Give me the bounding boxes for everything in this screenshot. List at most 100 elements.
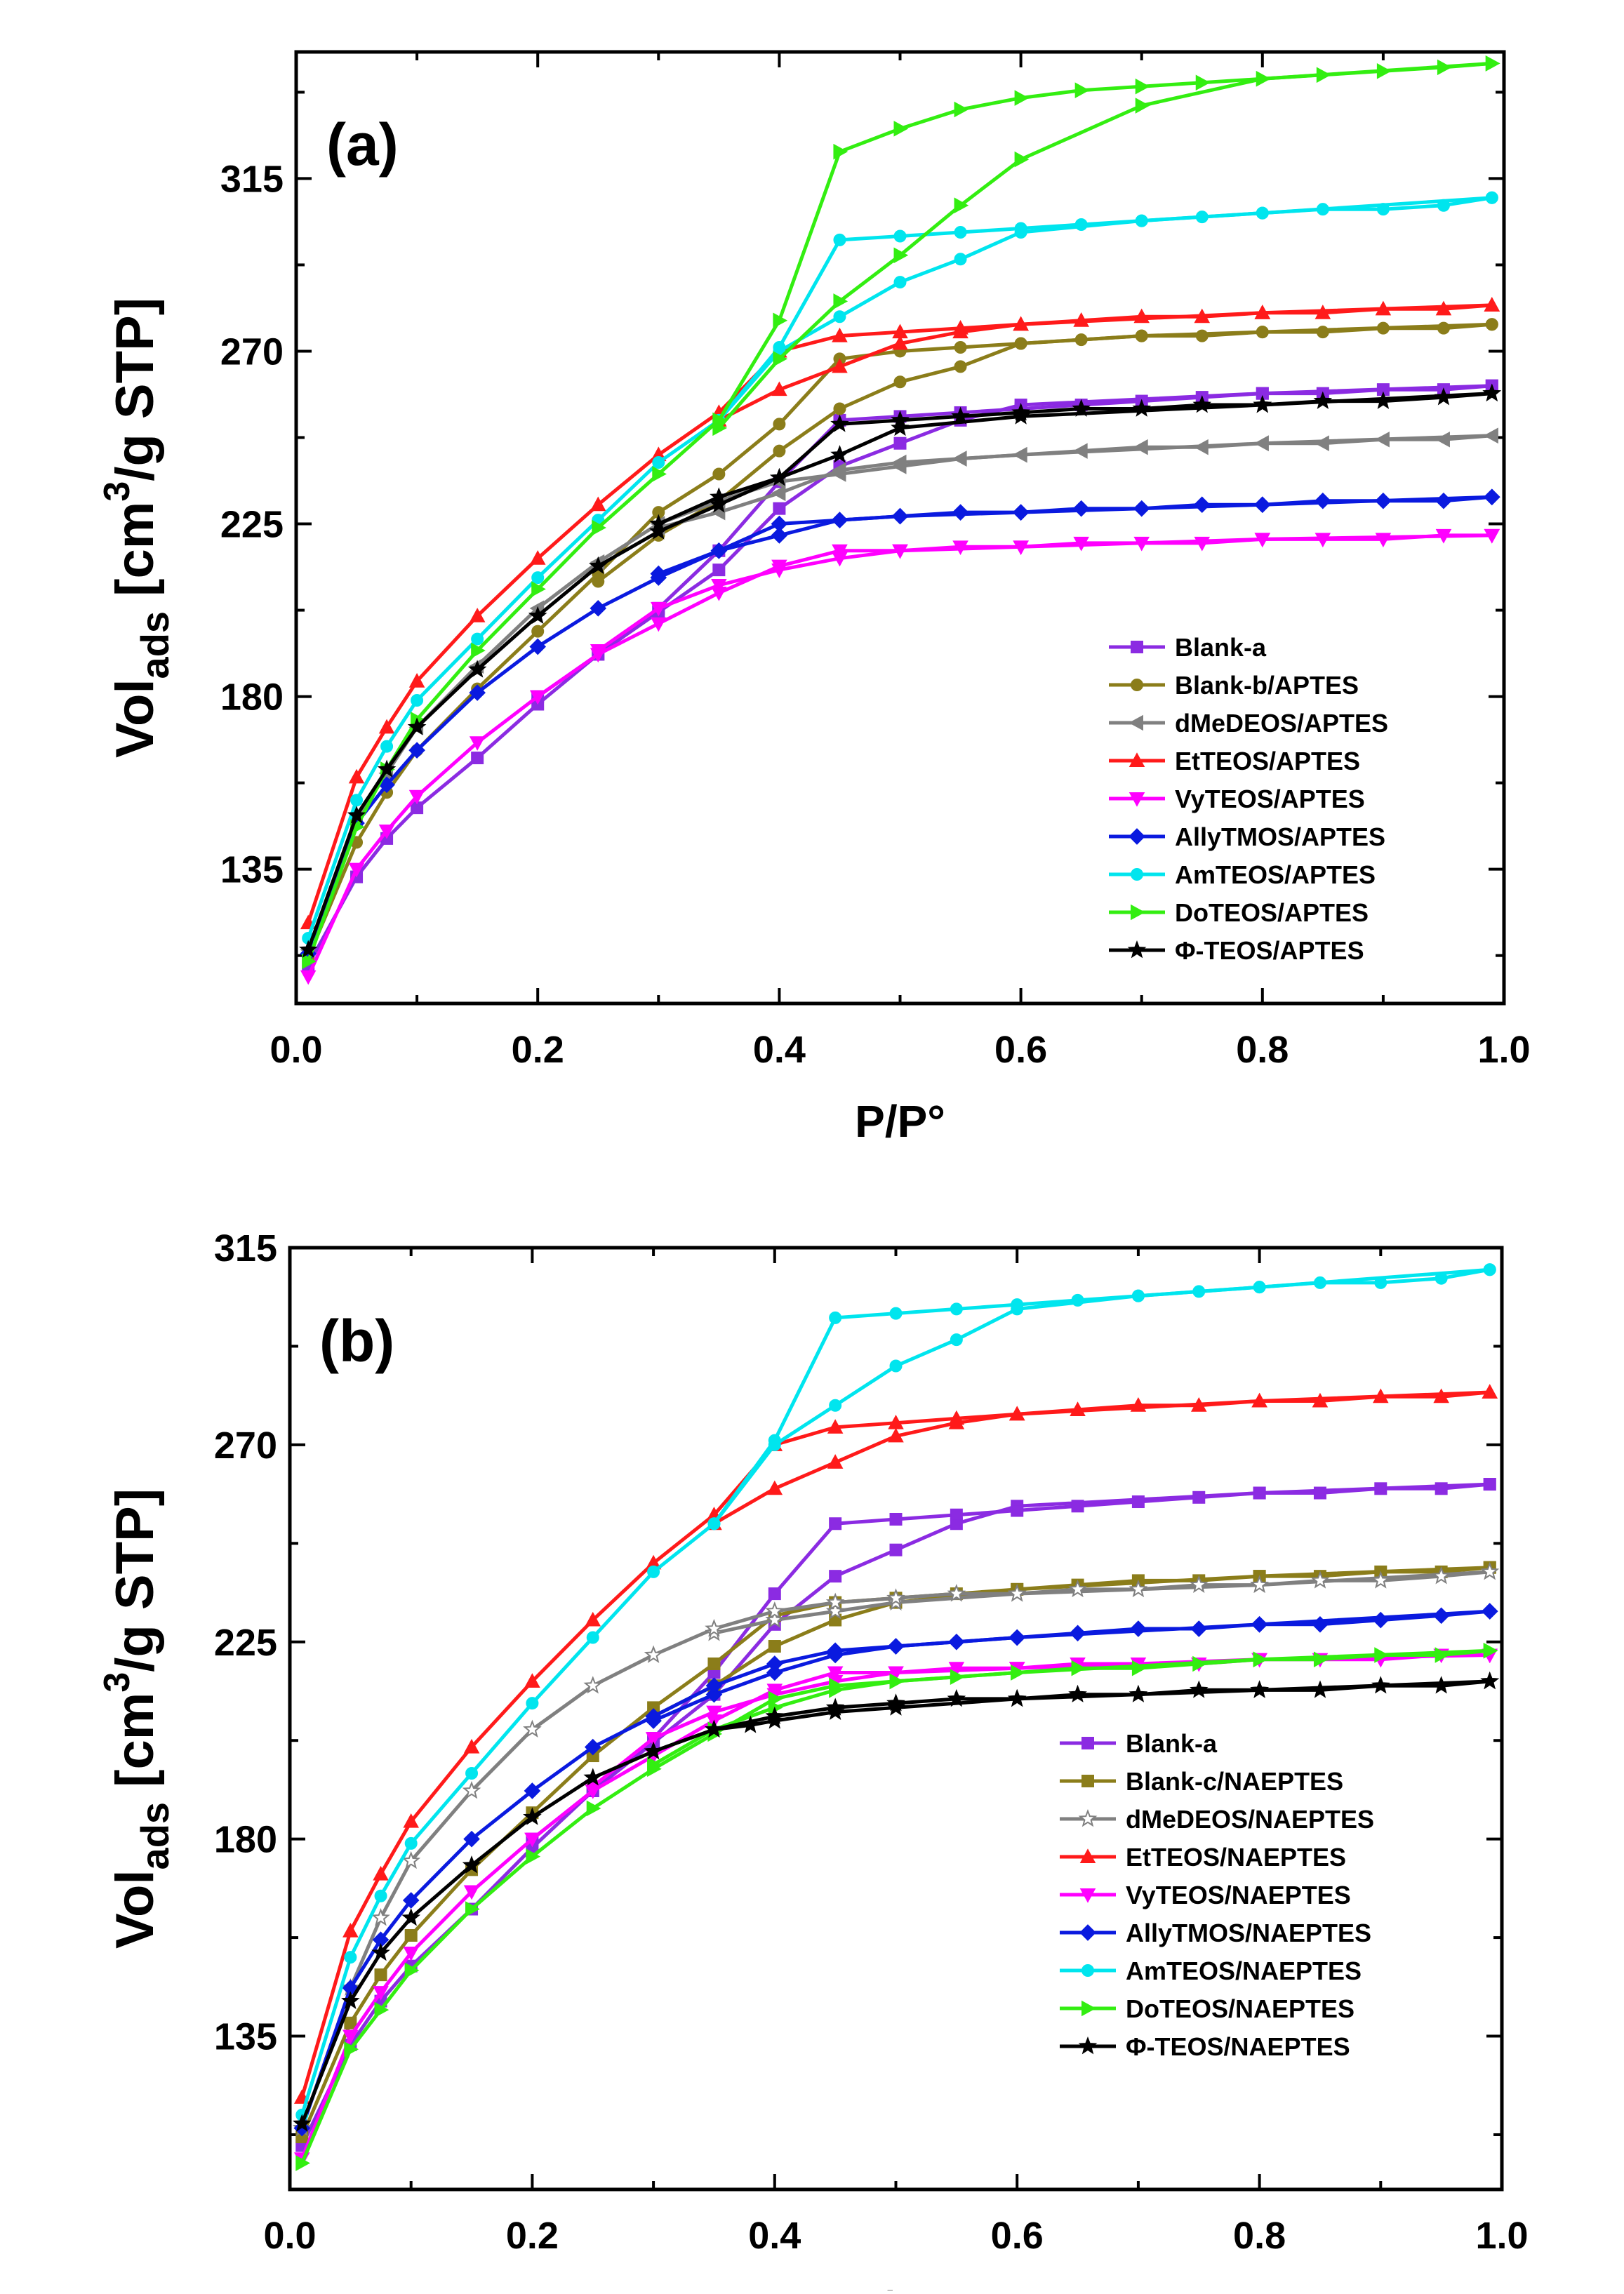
legend-marker (1131, 679, 1143, 691)
legend-marker (1131, 868, 1143, 881)
data-point (1014, 337, 1027, 350)
data-point (1483, 1478, 1496, 1491)
data-point (1313, 1486, 1326, 1500)
data-point (954, 360, 967, 373)
data-point (465, 1767, 479, 1780)
data-point (1253, 1486, 1266, 1500)
data-point (651, 617, 667, 632)
data-point (471, 642, 486, 659)
data-point (523, 1719, 542, 1738)
data-point (471, 752, 484, 765)
data-point (411, 694, 424, 707)
data-point (590, 496, 606, 512)
data-point (590, 648, 606, 663)
data-point (469, 736, 486, 751)
legend-marker (1081, 1737, 1094, 1749)
data-point (404, 1962, 420, 1979)
data-point (1130, 1397, 1147, 1412)
y-axis-title-unit-post: /g STP] (105, 1488, 165, 1672)
data-point (770, 467, 789, 486)
data-point (374, 1889, 387, 1902)
data-point (341, 1991, 360, 2009)
data-point (1253, 395, 1272, 413)
y-tick-label: 225 (214, 1622, 277, 1664)
data-point (1485, 191, 1498, 204)
data-point (706, 1705, 722, 1721)
data-point (531, 625, 545, 638)
data-point (1068, 1579, 1087, 1598)
y-tick-label: 180 (214, 1819, 277, 1861)
data-point (768, 1640, 781, 1653)
data-point (583, 1676, 603, 1694)
legend-label: Φ-TEOS/NAEPTES (1126, 2032, 1350, 2061)
data-point (462, 1781, 481, 1799)
data-point (833, 233, 846, 246)
x-tick-label: 1.0 (1475, 2215, 1528, 2257)
data-point (1011, 403, 1030, 421)
data-point (829, 1570, 842, 1583)
series-8 (292, 1671, 1500, 2132)
data-point (887, 1638, 905, 1655)
data-point (1432, 1607, 1450, 1625)
legend-label: Φ-TEOS/APTES (1175, 936, 1364, 965)
data-point (952, 504, 969, 521)
data-point (1070, 1401, 1086, 1416)
data-point (771, 559, 787, 575)
data-point (529, 638, 547, 655)
data-point (773, 418, 786, 431)
data-point (526, 1697, 539, 1710)
series-line-desorption (597, 533, 1492, 653)
data-point (293, 2119, 311, 2137)
data-point (644, 1741, 663, 1760)
data-point (644, 1645, 663, 1663)
data-point (469, 608, 486, 622)
data-point (1194, 439, 1209, 455)
data-point (1251, 1392, 1267, 1408)
data-point (771, 485, 786, 502)
data-point (773, 351, 788, 367)
legend-marker (1129, 714, 1143, 731)
data-point (463, 1830, 480, 1848)
x-tick-label: 0.4 (753, 1029, 806, 1071)
series-5 (293, 1603, 1498, 2137)
data-point (893, 276, 907, 289)
data-point (892, 544, 908, 559)
data-point (888, 1666, 904, 1681)
data-point (380, 740, 394, 753)
legend-label: Blank-b/APTES (1175, 671, 1359, 700)
data-point (1131, 1289, 1145, 1302)
data-point (892, 324, 908, 339)
data-point (712, 412, 728, 429)
data-point (954, 253, 967, 266)
data-point (1375, 533, 1392, 548)
data-point (1435, 1647, 1450, 1663)
data-point (888, 1427, 904, 1443)
data-point (350, 794, 364, 807)
series-line-desorption (658, 495, 1492, 575)
data-point (891, 418, 910, 436)
data-point (344, 2041, 359, 2058)
data-point (1190, 1397, 1207, 1412)
series-3 (293, 1384, 1498, 2104)
data-point (531, 571, 545, 585)
data-point (1135, 78, 1150, 95)
data-point (1310, 1680, 1330, 1698)
data-point (773, 312, 788, 329)
data-point (377, 759, 397, 778)
data-point (1256, 206, 1269, 220)
data-point (831, 512, 848, 528)
legend: Blank-a Blank-c/NAEPTES dMeDEOS/NAEPTES EtT… (1060, 1729, 1374, 2061)
x-tick-label: 0.2 (512, 1029, 564, 1071)
data-point (948, 1410, 965, 1425)
data-point (1483, 488, 1500, 506)
data-point (588, 556, 608, 574)
data-point (408, 673, 425, 688)
legend-marker (1131, 904, 1145, 921)
data-point (298, 940, 318, 958)
data-point (1372, 1611, 1390, 1629)
data-point (295, 2155, 310, 2171)
x-axis-title: P/P° (855, 1096, 945, 1147)
y-tick-label: 315 (220, 158, 284, 200)
legend-marker (1079, 1848, 1096, 1863)
data-point (1313, 391, 1333, 409)
